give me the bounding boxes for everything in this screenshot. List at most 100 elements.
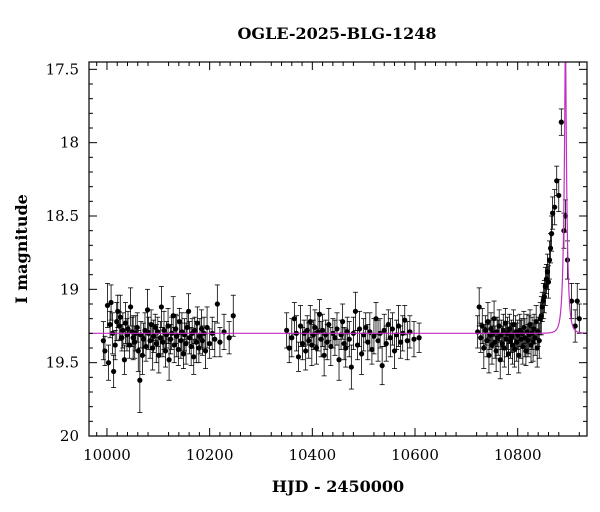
data-point [568,298,575,304]
data-point [484,338,490,344]
data-point [318,336,324,342]
data-point [488,326,494,332]
data-point [516,352,522,358]
data-point [525,338,531,344]
data-point [346,336,352,342]
data-point [395,323,402,329]
data-point [134,324,140,331]
data-point [321,352,327,358]
y-tick-label: 19 [60,280,79,298]
data-point [352,308,359,314]
data-point [121,357,128,363]
data-point [135,348,141,354]
data-point [165,323,171,329]
data-point [184,324,190,331]
data-point [112,342,118,348]
data-point [137,377,143,383]
data-point [381,327,387,333]
data-point [303,348,309,354]
data-point [309,342,315,348]
data-point [499,341,505,347]
data-point [520,343,526,350]
data-point [558,119,564,125]
data-point [204,324,210,331]
data-point [176,319,182,325]
data-point [404,338,410,344]
data-point [496,323,502,329]
data-point [186,308,192,314]
data-point [160,339,166,345]
data-point [552,204,558,210]
data-point [127,304,134,310]
axis-ticks [89,62,587,437]
data-point [416,335,422,341]
y-tick-label: 17.5 [46,60,79,78]
data-point [554,178,560,184]
data-point [411,336,417,342]
data-point [482,327,488,333]
data-point [534,345,540,351]
data-point [523,348,529,354]
data-point [536,338,542,344]
data-point [156,352,162,358]
data-point [143,343,149,350]
data-point [531,326,537,332]
data-point [313,345,320,351]
data-point [375,338,381,344]
data-point [295,354,302,360]
data-point [166,357,172,363]
data-point [199,338,206,344]
data-point [105,360,112,366]
data-point [527,321,533,328]
data-point [332,335,338,341]
data-point [115,308,121,314]
x-axis-label: HJD - 2450000 [272,477,404,496]
data-point [217,339,223,345]
data-point [402,317,408,323]
data-point [286,345,292,351]
data-point [191,354,197,360]
y-tick-label: 20 [60,427,79,445]
data-point [521,324,527,331]
data-point [102,348,108,354]
data-point [359,351,365,357]
data-point [506,326,513,332]
data-point [379,363,385,369]
data-point [140,336,147,342]
error-bars [100,108,582,413]
data-point [373,316,379,322]
data-point [324,339,330,345]
model-curve [89,62,587,334]
x-tick-label: 10800 [494,446,542,464]
data-point [545,279,552,285]
data-point [383,341,389,347]
data-point [371,333,377,339]
data-point [542,283,549,289]
data-point [512,346,518,353]
data-point [291,316,297,322]
data-point [139,352,145,358]
data-point [476,304,482,310]
data-point [130,335,136,341]
data-point [152,324,158,331]
data-point [207,341,213,347]
data-point [533,319,539,325]
data-point [212,336,218,342]
data-point [307,319,313,325]
chart-title: OGLE-2025-BLG-1248 [237,24,436,43]
data-point [188,343,194,350]
data-point [304,327,310,333]
data-point [196,345,202,351]
data-point [168,336,174,342]
data-point [157,335,163,341]
y-tick-label: 18 [60,134,79,152]
data-point [538,313,544,319]
y-tick-label: 19.5 [46,354,79,372]
data-point [116,323,122,329]
data-point [193,339,199,345]
data-point [126,342,133,348]
data-point [508,333,515,339]
data-point [369,346,375,353]
data-point [306,338,312,344]
